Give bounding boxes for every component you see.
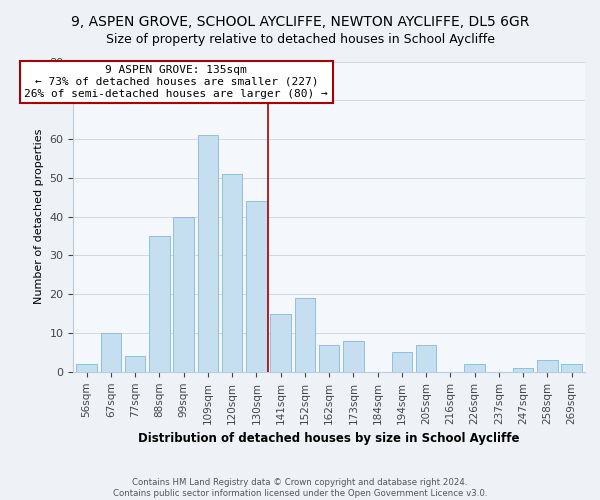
Bar	[270, 314, 291, 372]
Text: 9 ASPEN GROVE: 135sqm
← 73% of detached houses are smaller (227)
26% of semi-det: 9 ASPEN GROVE: 135sqm ← 73% of detached …	[25, 66, 328, 98]
Y-axis label: Number of detached properties: Number of detached properties	[34, 129, 44, 304]
Bar	[149, 236, 170, 372]
Bar	[125, 356, 145, 372]
Bar	[513, 368, 533, 372]
Bar	[392, 352, 412, 372]
Text: Contains HM Land Registry data © Crown copyright and database right 2024.
Contai: Contains HM Land Registry data © Crown c…	[113, 478, 487, 498]
Bar	[295, 298, 315, 372]
Bar	[101, 333, 121, 372]
Bar	[197, 135, 218, 372]
Bar	[464, 364, 485, 372]
Bar	[246, 201, 266, 372]
Bar	[562, 364, 582, 372]
Bar	[173, 216, 194, 372]
Bar	[343, 341, 364, 372]
Bar	[76, 364, 97, 372]
Bar	[319, 344, 340, 372]
Text: Size of property relative to detached houses in School Aycliffe: Size of property relative to detached ho…	[106, 32, 494, 46]
Text: 9, ASPEN GROVE, SCHOOL AYCLIFFE, NEWTON AYCLIFFE, DL5 6GR: 9, ASPEN GROVE, SCHOOL AYCLIFFE, NEWTON …	[71, 15, 529, 29]
X-axis label: Distribution of detached houses by size in School Aycliffe: Distribution of detached houses by size …	[139, 432, 520, 445]
Bar	[537, 360, 558, 372]
Bar	[222, 174, 242, 372]
Bar	[416, 344, 436, 372]
